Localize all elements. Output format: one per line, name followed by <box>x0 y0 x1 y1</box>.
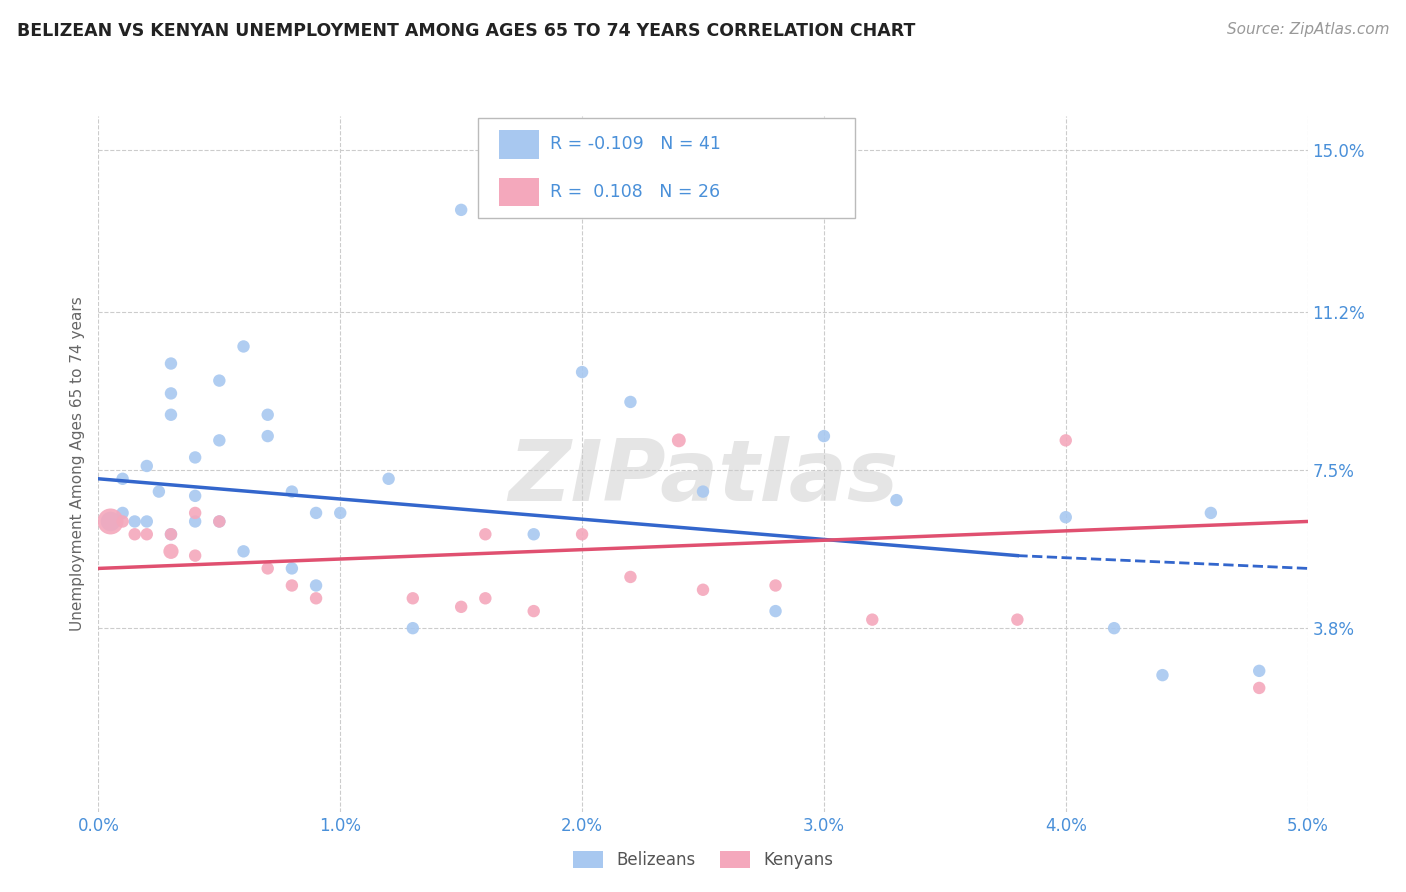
Legend: Belizeans, Kenyans: Belizeans, Kenyans <box>572 851 834 870</box>
Text: BELIZEAN VS KENYAN UNEMPLOYMENT AMONG AGES 65 TO 74 YEARS CORRELATION CHART: BELIZEAN VS KENYAN UNEMPLOYMENT AMONG AG… <box>17 22 915 40</box>
Point <box>523 527 546 541</box>
Point <box>256 429 278 443</box>
Point <box>111 506 134 520</box>
Point <box>124 527 146 541</box>
Point <box>571 527 593 541</box>
Point <box>305 591 328 606</box>
Point <box>160 408 183 422</box>
Point <box>474 591 496 606</box>
Point <box>1054 434 1077 448</box>
Point <box>208 515 231 529</box>
Point <box>765 604 787 618</box>
Point <box>1249 681 1271 695</box>
Point <box>450 202 472 217</box>
Point <box>305 506 328 520</box>
Point <box>281 561 304 575</box>
Point <box>619 395 641 409</box>
Point <box>450 599 472 614</box>
Point <box>135 527 157 541</box>
Point <box>160 386 183 401</box>
Point <box>256 408 278 422</box>
Point <box>111 515 134 529</box>
Point <box>184 450 207 465</box>
Point <box>1054 510 1077 524</box>
Point <box>184 489 207 503</box>
Y-axis label: Unemployment Among Ages 65 to 74 years: Unemployment Among Ages 65 to 74 years <box>69 296 84 632</box>
Point <box>135 458 157 473</box>
Point <box>1007 613 1029 627</box>
Point <box>402 591 425 606</box>
Point <box>124 515 146 529</box>
Point <box>184 515 207 529</box>
Point <box>692 484 714 499</box>
Point <box>571 365 593 379</box>
Point <box>1249 664 1271 678</box>
Point <box>160 357 183 371</box>
Point <box>668 434 690 448</box>
Text: ZIPatlas: ZIPatlas <box>508 436 898 519</box>
Point <box>135 515 157 529</box>
Point <box>100 515 122 529</box>
Point <box>184 506 207 520</box>
Point <box>100 515 122 529</box>
Point <box>813 429 835 443</box>
Point <box>886 493 908 508</box>
Point <box>765 578 787 592</box>
Point <box>208 515 231 529</box>
Point <box>1199 506 1222 520</box>
Point <box>160 527 183 541</box>
Point <box>523 604 546 618</box>
Point <box>256 561 278 575</box>
Point <box>232 544 254 558</box>
Point <box>377 472 399 486</box>
Point <box>160 544 183 558</box>
Point <box>1152 668 1174 682</box>
Point <box>619 570 641 584</box>
Point <box>281 484 304 499</box>
Text: Source: ZipAtlas.com: Source: ZipAtlas.com <box>1226 22 1389 37</box>
Point <box>1102 621 1125 635</box>
Text: R = -0.109   N = 41: R = -0.109 N = 41 <box>550 136 721 153</box>
Point <box>692 582 714 597</box>
Point <box>184 549 207 563</box>
Point <box>474 527 496 541</box>
Point <box>208 434 231 448</box>
Point <box>402 621 425 635</box>
Text: R =  0.108   N = 26: R = 0.108 N = 26 <box>550 183 720 201</box>
Point <box>208 374 231 388</box>
Point <box>860 613 883 627</box>
Point <box>329 506 352 520</box>
Point <box>111 472 134 486</box>
Point <box>148 484 170 499</box>
Point <box>160 527 183 541</box>
Point <box>305 578 328 592</box>
Point <box>232 339 254 353</box>
Point <box>281 578 304 592</box>
